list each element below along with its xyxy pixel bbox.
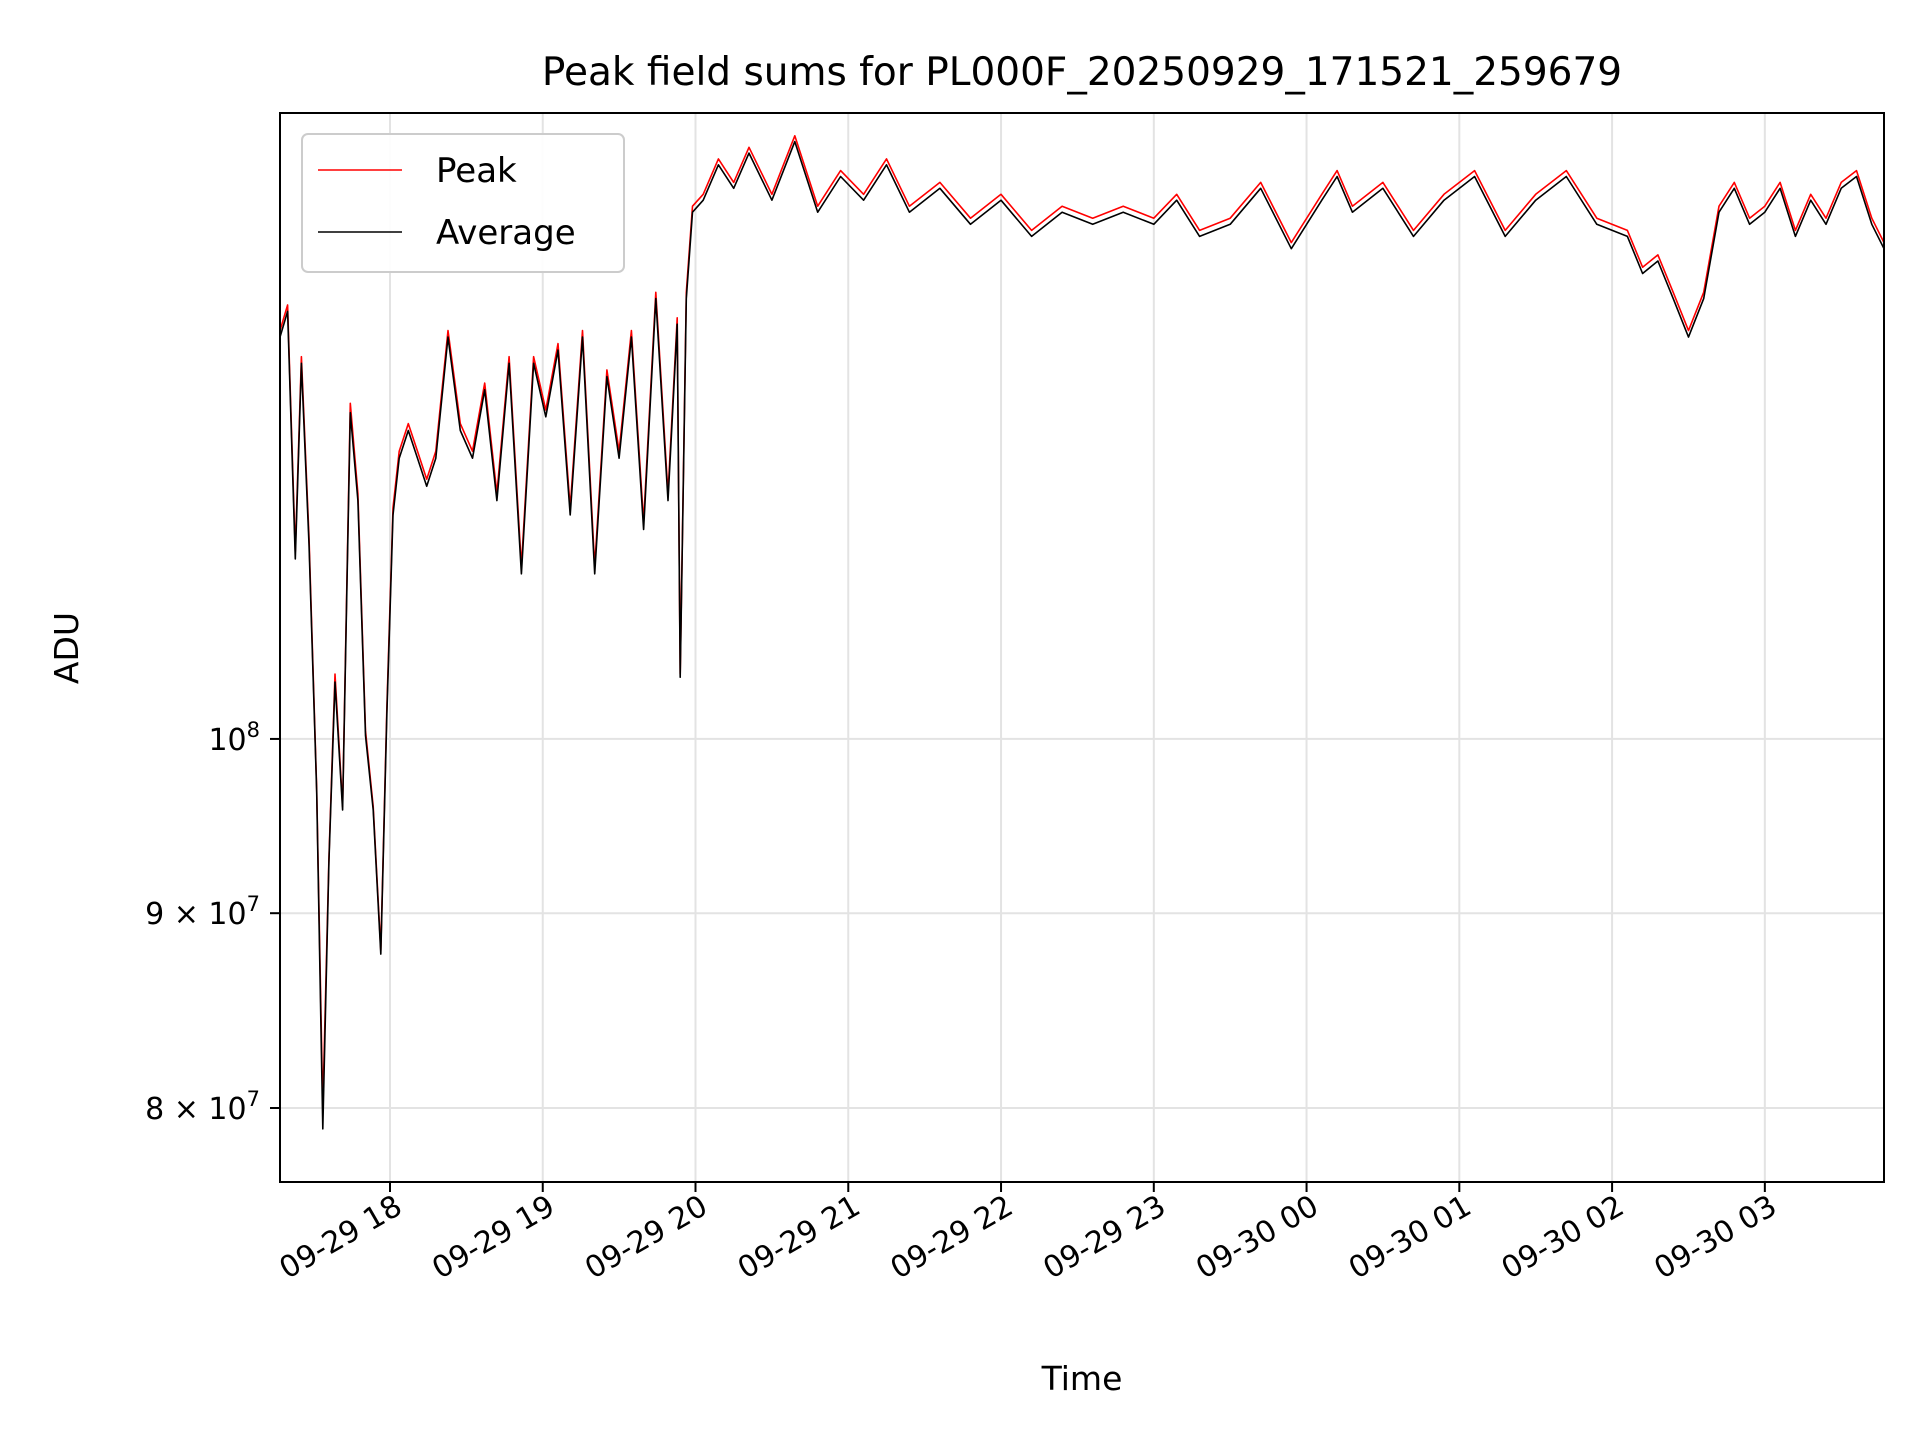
grid-layer [280, 113, 1884, 1182]
legend-label-peak: Peak [436, 151, 517, 191]
chart-title: Peak field sums for PL000F_20250929_1715… [542, 50, 1622, 95]
legend: Peak Average [301, 133, 625, 273]
y-tick-label: 108 [208, 718, 260, 758]
series-layer [279, 135, 1885, 1130]
legend-label-average: Average [436, 213, 576, 253]
y-tick-label: 9 × 107 [145, 892, 260, 932]
plot-frame [279, 112, 1885, 1183]
y-axis-label: ADU [47, 612, 86, 684]
legend-box [301, 133, 625, 273]
series-line-average [279, 140, 1885, 1130]
x-axis-label: Time [1041, 1359, 1123, 1398]
y-tick-label: 8 × 107 [145, 1087, 260, 1127]
